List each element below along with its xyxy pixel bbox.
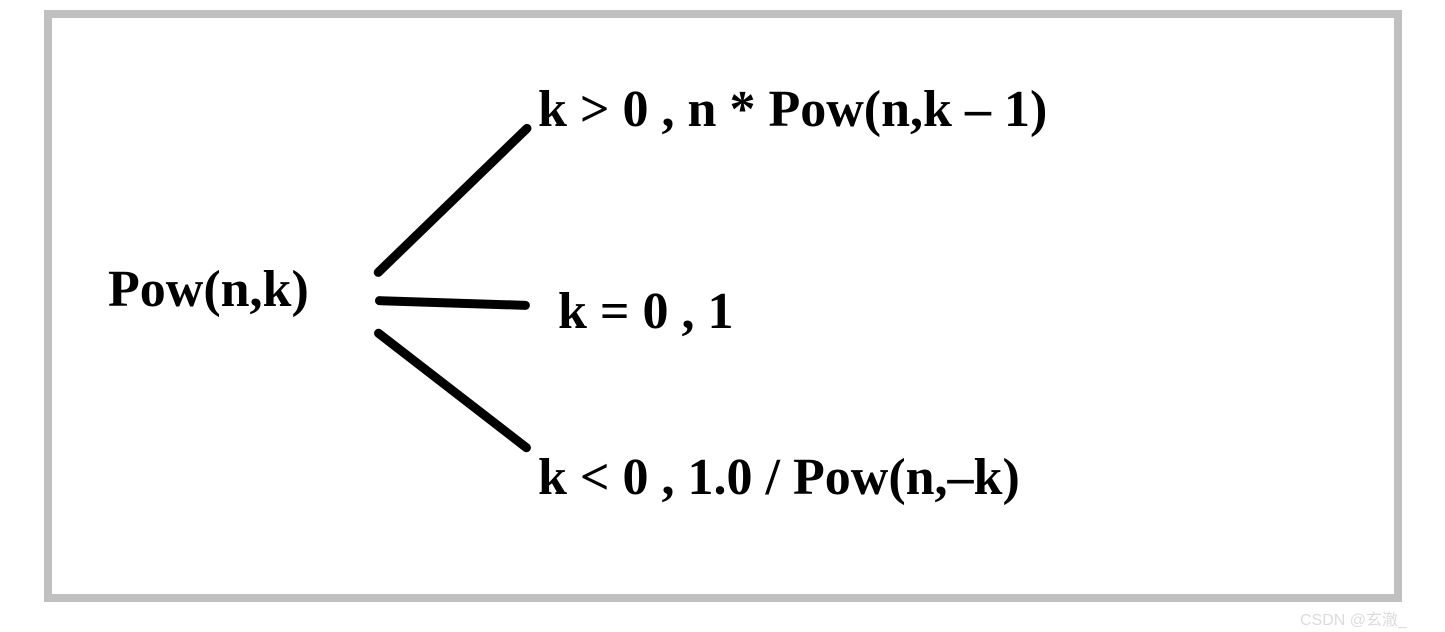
branch-label-2: k < 0 , 1.0 / Pow(n,–k) — [538, 448, 1020, 507]
watermark-text: CSDN @玄澈_ — [1300, 606, 1407, 630]
branch-label-1: k = 0 , 1 — [558, 282, 734, 341]
branch-label-0: k > 0 , n * Pow(n,k – 1) — [538, 80, 1047, 139]
root-label: Pow(n,k) — [108, 260, 309, 319]
